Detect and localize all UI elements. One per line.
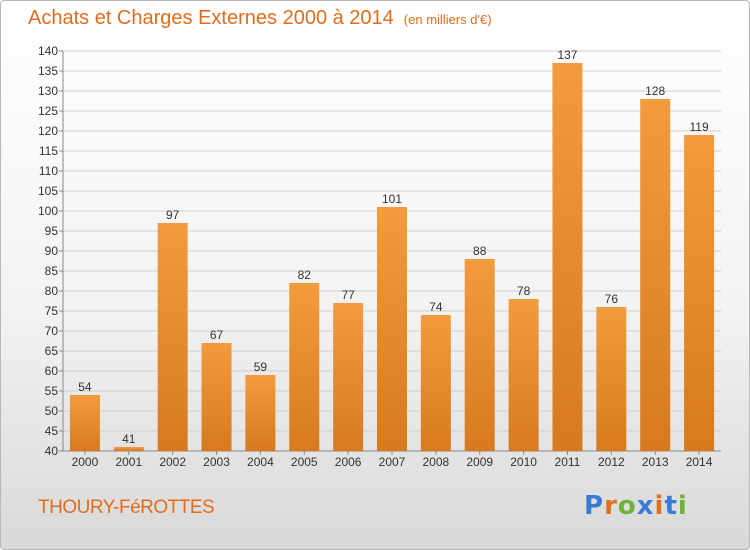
y-tick-label: 70 <box>45 324 59 338</box>
chart-title: Achats et Charges Externes 2000 à 2014 (e… <box>28 7 492 30</box>
data-label: 119 <box>689 120 708 134</box>
bar <box>69 395 100 451</box>
y-tick-label: 90 <box>45 244 59 258</box>
bar <box>377 207 407 451</box>
x-tick-label: 2001 <box>115 455 142 469</box>
data-label: 59 <box>254 360 268 374</box>
y-tick-label: 80 <box>45 284 59 298</box>
bar <box>289 283 320 451</box>
y-tick-label: 110 <box>39 164 58 178</box>
commune-name: THOURY-FéROTTES <box>38 497 215 518</box>
data-label: 88 <box>473 244 487 258</box>
bar <box>201 343 232 451</box>
data-label: 82 <box>298 268 312 282</box>
y-tick-label: 55 <box>45 384 59 398</box>
logo-letter: t <box>664 491 678 521</box>
x-tick-label: 2010 <box>510 455 537 469</box>
y-tick-label: 105 <box>38 184 58 198</box>
bar <box>113 447 144 451</box>
data-label: 137 <box>557 48 577 62</box>
x-tick-label: 2011 <box>555 455 581 469</box>
y-tick-label: 50 <box>45 404 59 418</box>
x-tick-label: 2000 <box>72 455 99 469</box>
bar <box>420 315 451 451</box>
bar <box>640 99 671 451</box>
y-tick-label: 65 <box>45 344 59 358</box>
bar <box>552 63 583 451</box>
logo-letter: i <box>677 491 688 521</box>
data-label: 101 <box>382 192 402 206</box>
x-tick-label: 2014 <box>686 455 713 469</box>
x-tick-label: 2007 <box>379 455 406 469</box>
logo-letter: o <box>617 491 637 521</box>
bar <box>596 307 627 451</box>
data-label: 77 <box>341 288 355 302</box>
logo-letter: P <box>584 491 605 521</box>
data-label: 97 <box>166 208 180 222</box>
y-tick-label: 75 <box>45 304 59 318</box>
y-tick-label: 45 <box>45 424 59 438</box>
y-tick-label: 60 <box>45 364 59 378</box>
data-label: 128 <box>645 84 665 98</box>
data-label: 54 <box>78 380 92 394</box>
bar <box>508 299 539 451</box>
logo-letter: i <box>654 491 665 521</box>
y-tick-label: 120 <box>38 124 58 138</box>
logo-letter: x <box>636 491 655 521</box>
proxiti-logo: Proxiti <box>584 491 688 521</box>
bar <box>333 303 364 451</box>
y-tick-label: 100 <box>38 204 58 218</box>
y-tick-label: 125 <box>38 104 58 118</box>
x-tick-label: 2002 <box>159 455 186 469</box>
x-tick-label: 2005 <box>291 455 318 469</box>
x-tick-label: 2004 <box>247 455 274 469</box>
chart-subtitle: (en milliers d'€) <box>403 12 492 27</box>
y-tick-label: 95 <box>45 224 59 238</box>
data-label: 78 <box>517 284 531 298</box>
chart-title-text: Achats et Charges Externes 2000 à 2014 <box>28 7 394 29</box>
logo-letter: r <box>604 491 618 521</box>
bar <box>684 135 715 451</box>
bar <box>245 375 276 451</box>
data-label: 74 <box>429 300 443 314</box>
x-tick-label: 2009 <box>466 455 493 469</box>
x-tick-label: 2003 <box>203 455 230 469</box>
bar <box>464 259 495 451</box>
y-tick-label: 85 <box>45 264 59 278</box>
bar <box>157 223 188 451</box>
y-tick-label: 130 <box>38 84 58 98</box>
x-tick-label: 2013 <box>642 455 669 469</box>
y-tick-label: 115 <box>39 144 58 158</box>
data-label: 67 <box>210 328 224 342</box>
x-tick-label: 2008 <box>423 455 450 469</box>
x-tick-label: 2012 <box>598 455 625 469</box>
data-label: 76 <box>605 292 619 306</box>
y-tick-label: 40 <box>45 444 59 458</box>
x-tick-label: 2006 <box>335 455 362 469</box>
y-tick-label: 140 <box>38 44 58 58</box>
y-tick-label: 135 <box>38 64 58 78</box>
data-label: 41 <box>122 432 136 446</box>
